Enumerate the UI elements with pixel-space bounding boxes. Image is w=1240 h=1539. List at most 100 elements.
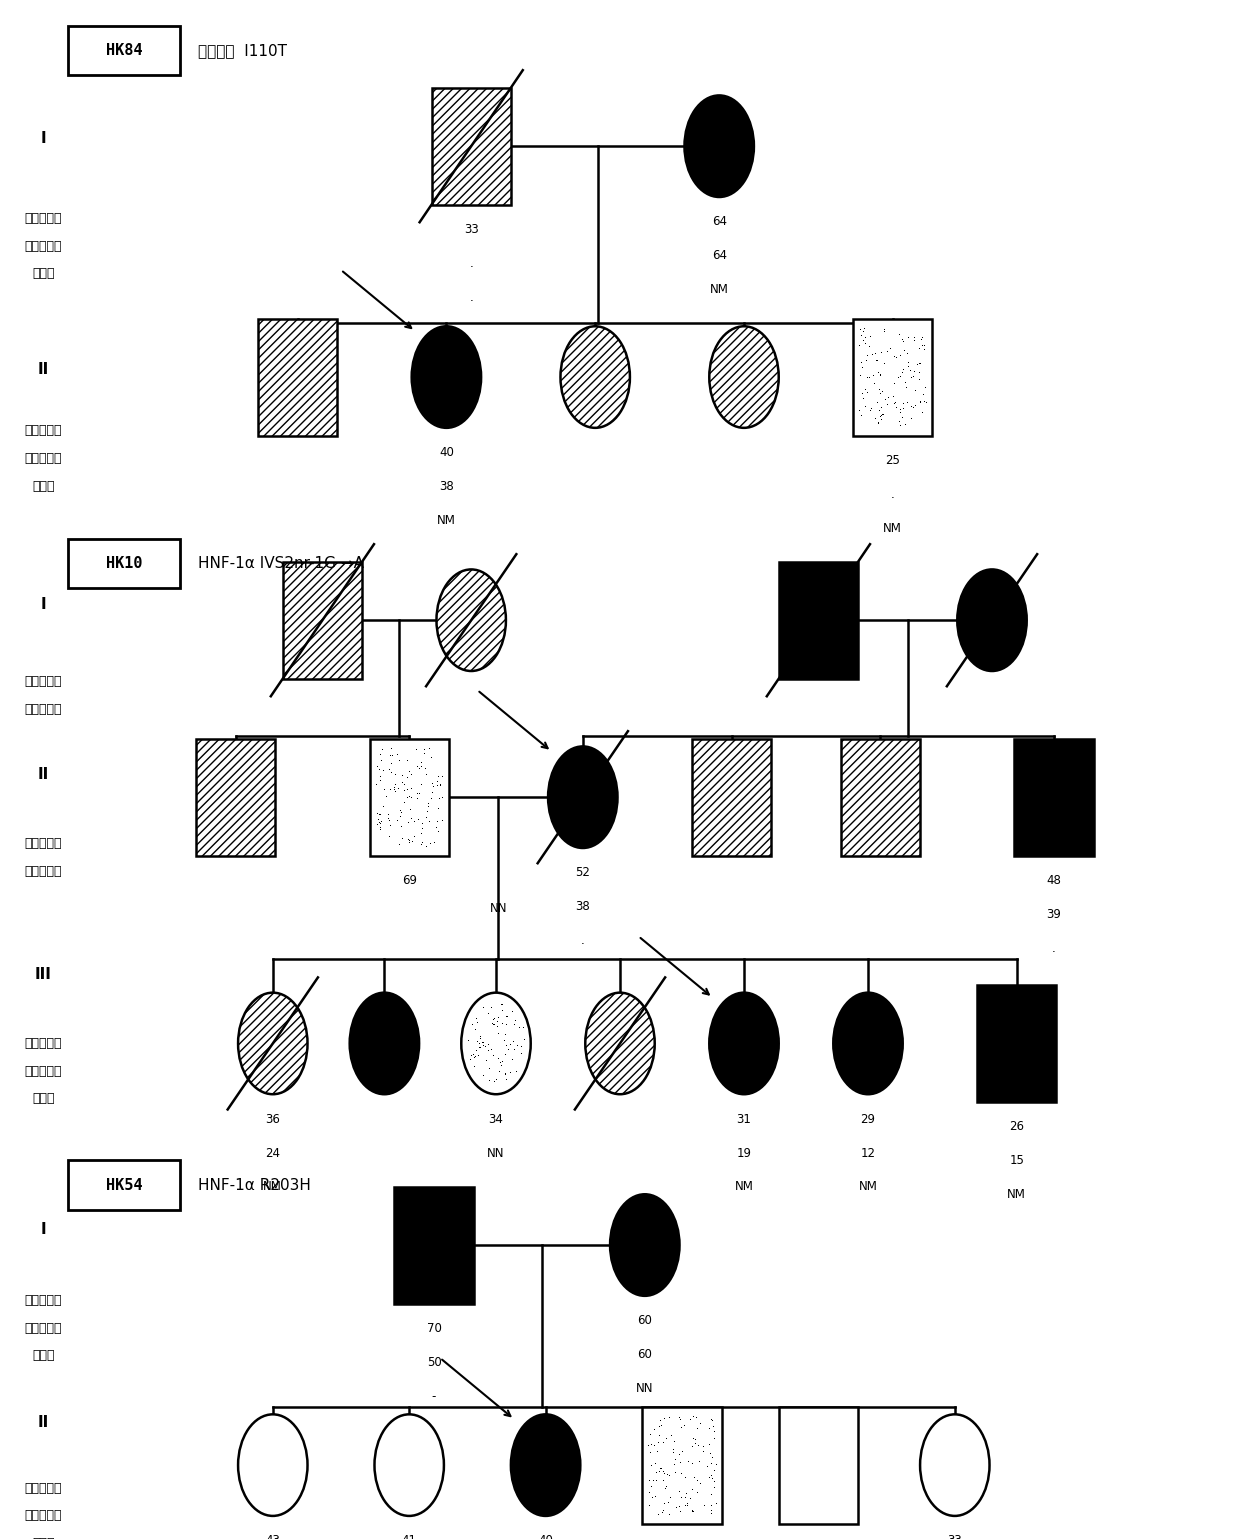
Ellipse shape [412,326,481,428]
Text: 41: 41 [402,1534,417,1539]
Text: 诊断时年龄: 诊断时年龄 [25,865,62,877]
Ellipse shape [560,326,630,428]
Bar [779,1407,858,1524]
Text: 25: 25 [885,454,900,466]
Bar [1014,739,1094,856]
Ellipse shape [238,993,308,1094]
Text: 33: 33 [947,1534,962,1539]
Text: 29: 29 [861,1113,875,1125]
Text: .: . [580,934,585,946]
Text: II: II [37,1414,50,1430]
Text: II: II [37,766,50,782]
Text: NN: NN [636,1382,653,1394]
Text: 19: 19 [737,1147,751,1159]
Text: 现在的年龄: 现在的年龄 [25,1294,62,1307]
Ellipse shape [920,1414,990,1516]
Bar [258,319,337,436]
Bar [394,1187,474,1304]
Text: 现在的年龄: 现在的年龄 [25,837,62,850]
Text: 基因型: 基因型 [32,1350,55,1362]
Ellipse shape [511,1414,580,1516]
Text: 40: 40 [538,1534,553,1539]
Bar [432,88,511,205]
Ellipse shape [238,1414,308,1516]
Text: 现在的年龄: 现在的年龄 [25,676,62,688]
Text: 葡糖激每  I110T: 葡糖激每 I110T [198,43,288,58]
Ellipse shape [374,1414,444,1516]
Text: 诊断时年龄: 诊断时年龄 [25,1510,62,1522]
Text: .: . [890,488,895,500]
Text: 15: 15 [1009,1154,1024,1167]
Text: HK54: HK54 [105,1177,143,1193]
Text: HK84: HK84 [105,43,143,58]
Bar [68,539,180,588]
Text: 现在的年龄: 现在的年龄 [25,212,62,225]
Text: 40: 40 [439,446,454,459]
Text: 52: 52 [575,866,590,879]
Text: III: III [35,966,52,982]
Text: 24: 24 [265,1147,280,1159]
Text: HNF-1α R203H: HNF-1α R203H [198,1177,311,1193]
Text: 诊断时年龄: 诊断时年龄 [25,1065,62,1077]
Ellipse shape [585,993,655,1094]
Text: 诊断时年龄: 诊断时年龄 [25,703,62,716]
Ellipse shape [684,95,754,197]
Bar [692,739,771,856]
Bar [370,739,449,856]
Text: 诊断时年龄: 诊断时年龄 [25,240,62,252]
Ellipse shape [709,993,779,1094]
Text: HK10: HK10 [105,556,143,571]
Text: 38: 38 [439,480,454,492]
Text: 基因型: 基因型 [32,480,55,492]
Text: 48: 48 [1047,874,1061,886]
Text: I: I [41,597,46,613]
Ellipse shape [833,993,903,1094]
Text: 36: 36 [265,1113,280,1125]
Text: 34: 34 [489,1113,503,1125]
Text: 诊断时年龄: 诊断时年龄 [25,1322,62,1334]
Text: II: II [37,362,50,377]
Text: I: I [41,1222,46,1237]
Text: -: - [432,1390,436,1402]
Text: 43: 43 [265,1534,280,1539]
Ellipse shape [461,993,531,1094]
Ellipse shape [709,326,779,428]
Text: 60: 60 [637,1314,652,1327]
Text: 基因型: 基因型 [32,1537,55,1539]
Text: 现在的年龄: 现在的年龄 [25,1482,62,1494]
Text: NM: NM [436,514,456,526]
Text: 现在的年龄: 现在的年龄 [25,1037,62,1050]
Ellipse shape [957,569,1027,671]
Text: 12: 12 [861,1147,875,1159]
Text: NN: NN [490,902,507,914]
Text: 69: 69 [402,874,417,886]
Text: 26: 26 [1009,1120,1024,1133]
Text: 基因型: 基因型 [32,268,55,280]
Text: HNF-1α IVS2nr-1G →A: HNF-1α IVS2nr-1G →A [198,556,365,571]
Text: 现在的年龄: 现在的年龄 [25,425,62,437]
Text: .: . [1052,942,1056,954]
Bar [196,739,275,856]
Text: 64: 64 [712,215,727,228]
Text: NN: NN [487,1147,505,1159]
Text: NM: NM [1007,1188,1027,1200]
Text: 基因型: 基因型 [32,1093,55,1105]
Bar [977,985,1056,1102]
Ellipse shape [350,993,419,1094]
Text: I: I [41,131,46,146]
Bar [642,1407,722,1524]
Text: NM: NM [263,1180,283,1193]
Text: NM: NM [883,522,903,534]
Text: 诊断时年龄: 诊断时年龄 [25,452,62,465]
Text: 50: 50 [427,1356,441,1368]
Text: .: . [469,291,474,303]
Text: 31: 31 [737,1113,751,1125]
Bar [779,562,858,679]
Bar [68,1160,180,1210]
Text: 33: 33 [464,223,479,235]
Text: .: . [469,257,474,269]
Bar [283,562,362,679]
Bar [841,739,920,856]
Bar [853,319,932,436]
Text: NM: NM [734,1180,754,1193]
